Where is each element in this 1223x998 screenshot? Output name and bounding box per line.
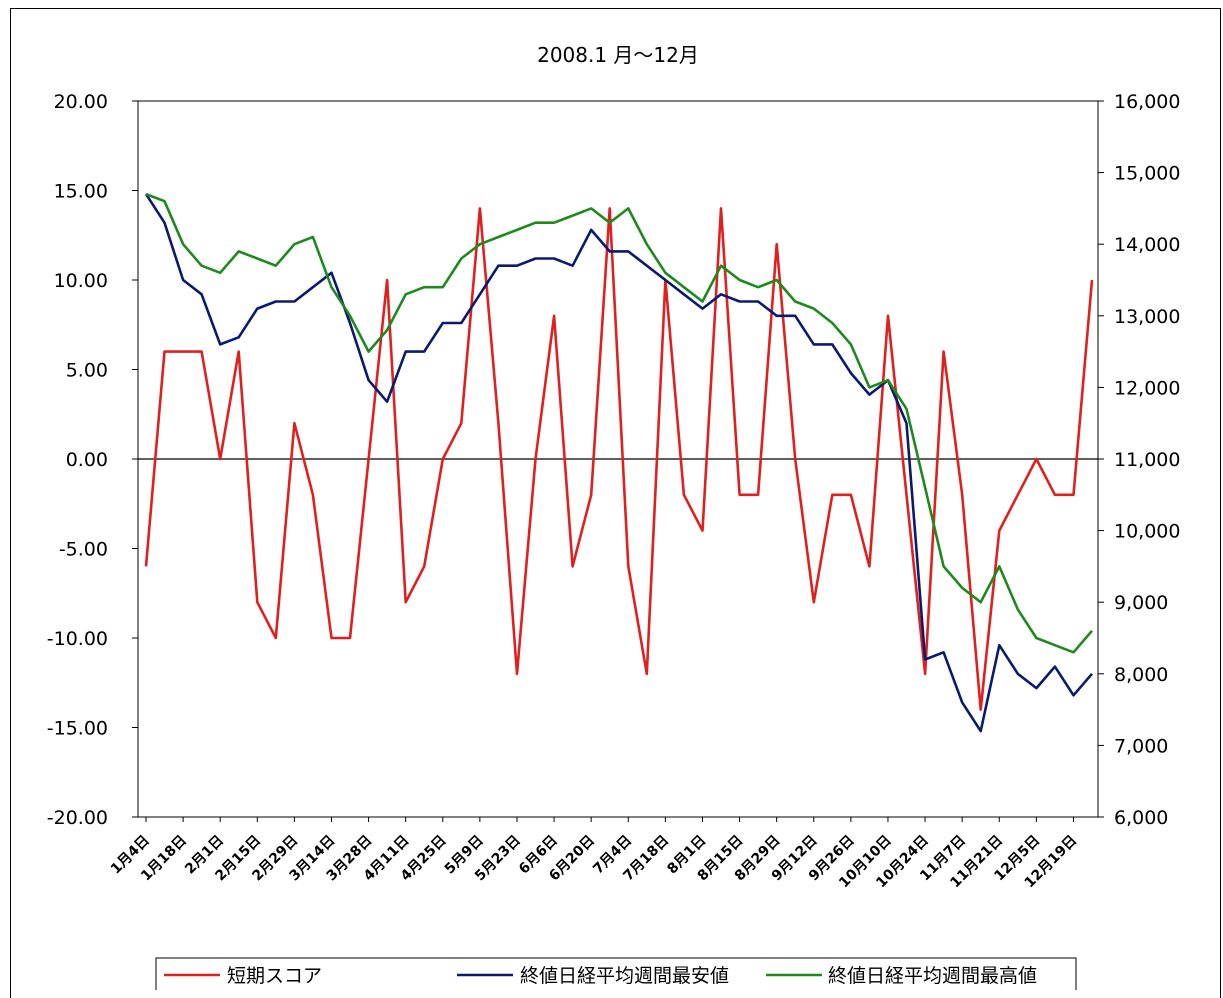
legend-label-2: 終値日経平均週間最安値 [520, 965, 729, 987]
right-tick-label: 13,000 [1114, 306, 1180, 328]
right-tick-label: 10,000 [1114, 521, 1180, 543]
right-tick-label: 12,000 [1114, 377, 1180, 399]
right-tick-label: 11,000 [1114, 449, 1180, 471]
left-tick-label: -5.00 [59, 539, 108, 561]
plot-area: 20.00 15.00 10.00 5.00 0.00 -5.00 -10.00 -15.00… [47, 91, 1181, 891]
right-tick-label: 15,000 [1114, 163, 1180, 185]
left-tick-label: 10.00 [54, 270, 108, 292]
series-line-1 [144, 207, 1094, 711]
left-tick-label: 20.00 [54, 91, 108, 113]
right-tick-label: 9,000 [1114, 592, 1168, 614]
chart-title: 2008.1 月～12月 [537, 43, 699, 67]
left-tick-label: 0.00 [66, 449, 108, 471]
left-tick-label: 15.00 [54, 181, 108, 203]
chart-frame [10, 8, 1221, 998]
legend-label-1: 短期スコア [227, 965, 322, 987]
right-tick-label: 8,000 [1114, 664, 1168, 686]
left-tick-label: -20.00 [47, 807, 108, 829]
series-line-3 [145, 192, 1093, 654]
legend-box [155, 957, 1077, 990]
right-tick-label: 7,000 [1114, 735, 1168, 757]
left-tick-label: -10.00 [47, 628, 108, 650]
right-tick-label: 6,000 [1114, 807, 1168, 829]
left-tick-label: -15.00 [47, 718, 108, 740]
legend: 短期スコア 終値日経平均週間最安値 終値日経平均週間最高値 [155, 957, 1077, 990]
legend-label-3: 終値日経平均週間最高値 [828, 965, 1037, 987]
series-line-2 [144, 193, 1093, 733]
right-tick-label: 16,000 [1114, 91, 1180, 113]
left-tick-label: 5.00 [66, 360, 108, 382]
right-tick-label: 14,000 [1114, 234, 1180, 256]
